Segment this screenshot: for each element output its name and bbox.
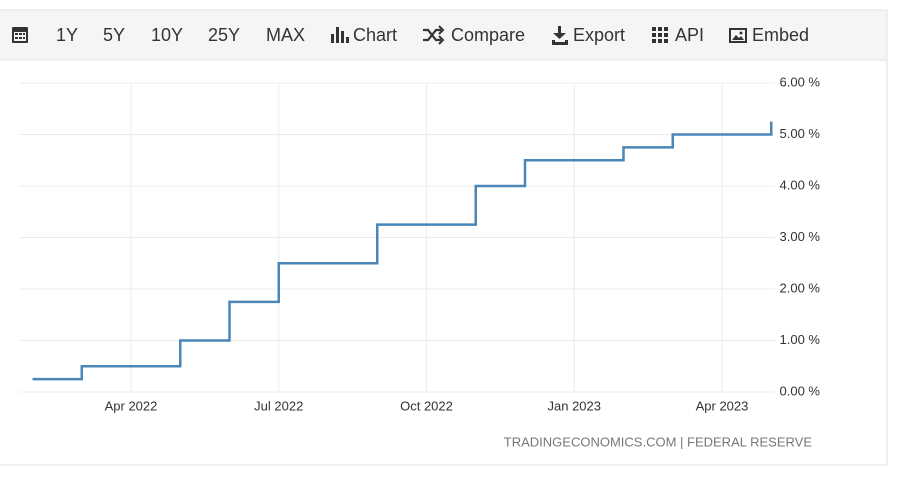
toolbar-button[interactable]: Embed: [752, 25, 809, 45]
source: TRADINGECONOMICS.COM | FEDERAL RESERVE: [504, 434, 813, 449]
calendar-icon[interactable]: [12, 27, 28, 43]
embed-icon[interactable]: [729, 28, 747, 43]
toolbar-button[interactable]: 5Y: [103, 25, 125, 45]
y-tick-label: 6.00 %: [780, 74, 821, 89]
api-icon[interactable]: [652, 27, 668, 43]
chart-icon[interactable]: [331, 27, 349, 43]
x-tick-label: Apr 2023: [696, 398, 749, 413]
step-line: [32, 121, 773, 381]
toolbar-button[interactable]: MAX: [266, 25, 305, 45]
plot: 0.00 % 1.00 % 2.00 % 3.00 % 4.00 % 5.00 % 6.00…: [20, 74, 820, 413]
y-tick-label: 3.00 %: [780, 229, 821, 244]
x-tick-label: Jul 2022: [254, 398, 303, 413]
toolbar-button[interactable]: Compare: [451, 25, 525, 45]
toolbar-button[interactable]: Chart: [353, 25, 397, 45]
x-tick-label: Apr 2022: [105, 398, 158, 413]
toolbar-button[interactable]: API: [675, 25, 704, 45]
toolbar-labels: 1Y 5Y 10Y 25Y MAX Chart Compare Export API Embed: [56, 25, 809, 45]
toolbar-button[interactable]: Export: [573, 25, 625, 45]
y-tick-label: 1.00 %: [780, 332, 821, 347]
x-tick-label: Jan 2023: [548, 398, 602, 413]
y-tick-label: 2.00 %: [780, 280, 821, 295]
toolbar-icons: [12, 25, 747, 45]
toolbar-button[interactable]: 1Y: [56, 25, 78, 45]
toolbar-button[interactable]: 25Y: [208, 25, 240, 45]
export-icon[interactable]: [552, 26, 568, 45]
toolbar-button[interactable]: 10Y: [151, 25, 183, 45]
x-tick-label: Oct 2022: [400, 398, 453, 413]
y-tick-label: 5.00 %: [780, 126, 821, 141]
y-tick-label: 4.00 %: [780, 177, 821, 192]
y-tick-label: 0.00 %: [780, 383, 821, 398]
compare-icon[interactable]: [423, 25, 445, 45]
